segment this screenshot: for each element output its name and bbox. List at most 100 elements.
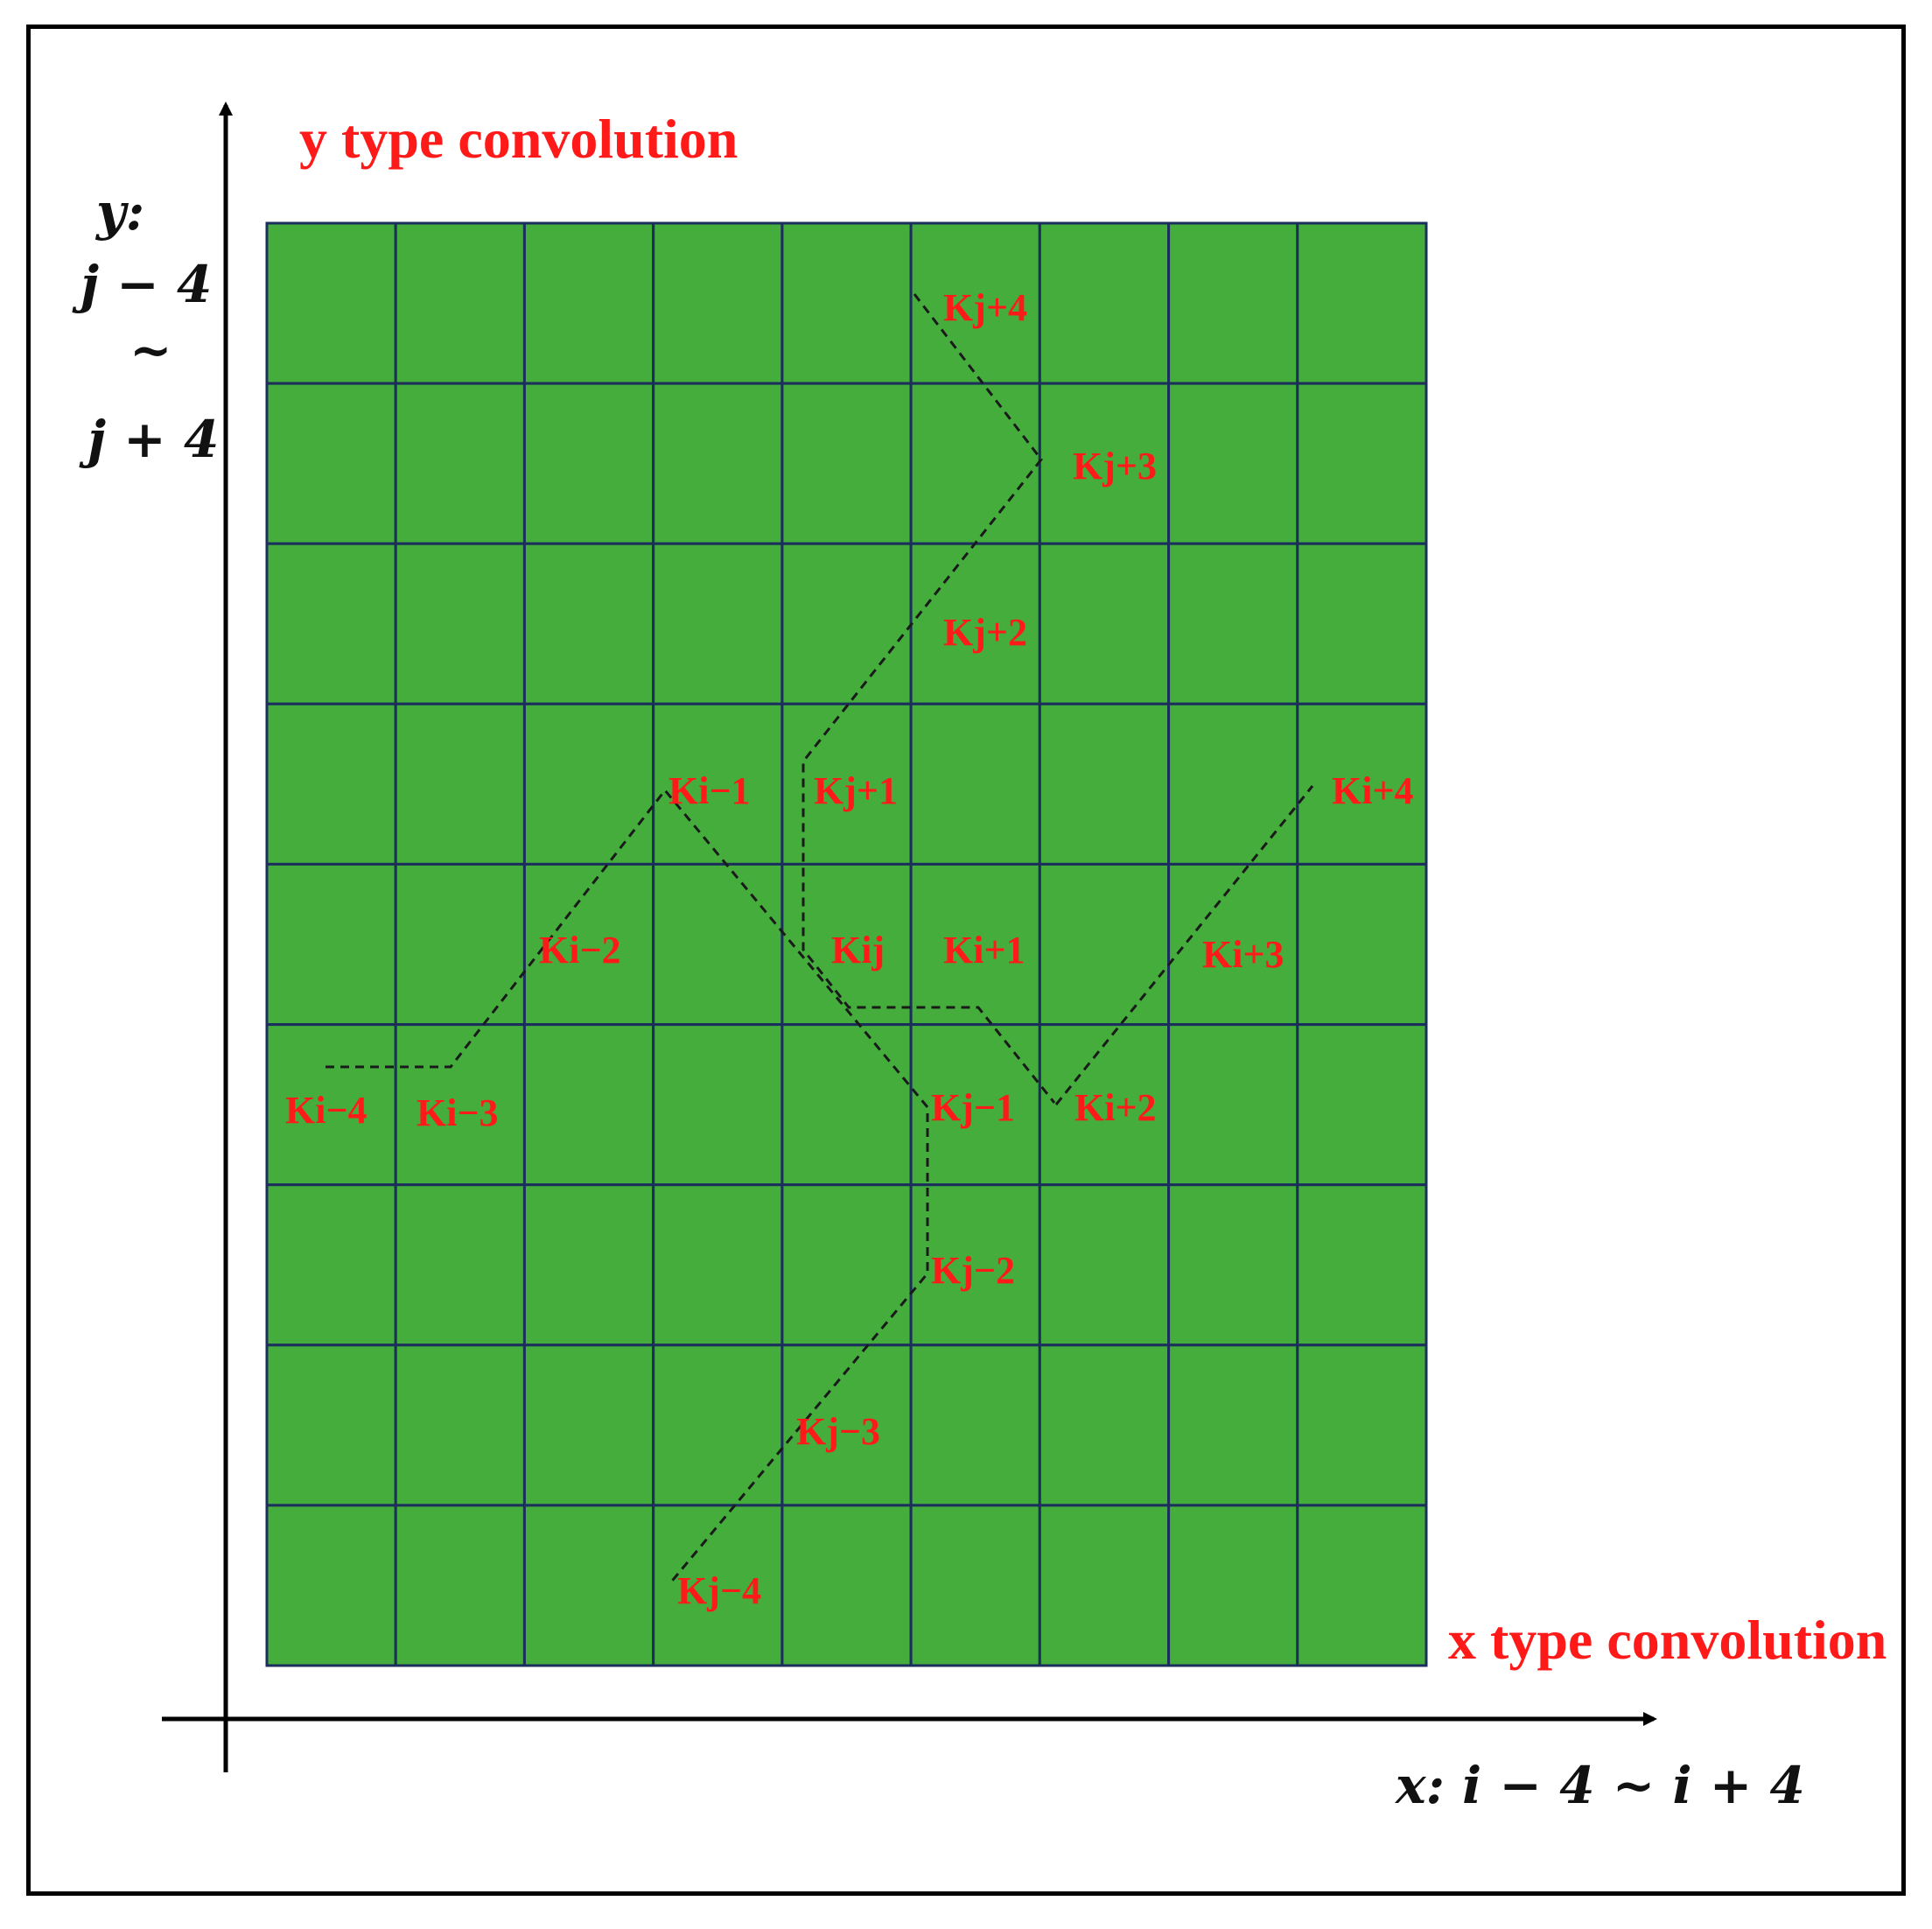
label-kj-minus-2: Kj−2 <box>931 1249 1015 1292</box>
grid-cell <box>909 702 1041 866</box>
grid-cell <box>652 221 784 385</box>
grid-cell <box>265 1504 397 1667</box>
grid-cell <box>1296 1504 1428 1667</box>
grid-cell <box>522 382 655 545</box>
grid-cell <box>522 1023 655 1187</box>
kernel-grid <box>265 221 1428 1667</box>
grid-cell <box>1038 542 1171 705</box>
grid-cell <box>522 1183 655 1347</box>
grid-cell <box>394 542 526 705</box>
dashed-paths <box>326 293 1314 1585</box>
label-ki-minus-1: Ki−1 <box>668 769 751 812</box>
grid-cell <box>1167 382 1299 545</box>
grid-cell <box>522 702 655 866</box>
label-ki-plus-1: Ki+1 <box>943 929 1026 972</box>
x-convolution-right-path <box>1054 785 1314 1105</box>
grid-cell <box>1296 382 1428 545</box>
x-axis-label: x: i − 4 ~ i + 4 <box>1394 1756 1805 1815</box>
label-ki-minus-3: Ki−3 <box>416 1091 499 1134</box>
grid-cell <box>1167 702 1299 866</box>
grid-cell <box>1167 1343 1299 1507</box>
label-ki-plus-2: Ki+2 <box>1074 1086 1157 1129</box>
grid-cell <box>394 862 526 1027</box>
grid-cell <box>1296 221 1428 385</box>
grid-cell <box>394 1504 526 1667</box>
grid-cell <box>1167 862 1299 1027</box>
label-kj-minus-3: Kj−3 <box>796 1410 880 1453</box>
grid-cell <box>265 221 397 385</box>
grid-cell <box>394 221 526 385</box>
label-kj-plus-1: Kj+1 <box>814 769 898 812</box>
grid-cell <box>522 862 655 1027</box>
grid-cell <box>394 382 526 545</box>
y-axis-label-line1: y: <box>94 182 144 242</box>
grid-cell <box>1296 702 1428 866</box>
grid-cell <box>652 542 784 705</box>
grid-cell <box>265 542 397 705</box>
label-ki-minus-4: Ki−4 <box>285 1089 368 1132</box>
grid-cell <box>1038 1183 1171 1347</box>
y-convolution-title: y type convolution <box>299 108 738 170</box>
grid-cell <box>1167 1504 1299 1667</box>
grid-cell <box>652 702 784 866</box>
y-axis-label-line4: j + 4 <box>79 410 219 469</box>
grid-cell <box>652 1343 784 1507</box>
grid-cell <box>652 862 784 1027</box>
grid-cell <box>265 382 397 545</box>
grid-cell <box>1167 221 1299 385</box>
label-kj-plus-3: Kj+3 <box>1073 445 1157 488</box>
grid-cell <box>1296 862 1428 1027</box>
label-kj-plus-4: Kj+4 <box>943 286 1027 329</box>
grid-cell <box>394 702 526 866</box>
grid-cell <box>909 1343 1041 1507</box>
grid-cell <box>1038 382 1171 545</box>
grid-cell <box>780 1023 913 1187</box>
grid-cell <box>1038 1343 1171 1507</box>
grid-cell <box>909 382 1041 545</box>
label-ki-plus-4: Ki+4 <box>1332 769 1414 812</box>
figure-frame <box>26 25 1906 1896</box>
label-kj-minus-1: Kj−1 <box>931 1086 1015 1129</box>
grid-cell <box>1038 221 1171 385</box>
y-axis-label-line2: j − 4 <box>72 255 212 314</box>
grid-cell <box>394 1343 526 1507</box>
grid-cell <box>1038 862 1171 1027</box>
grid-cell <box>652 382 784 545</box>
x-convolution-title: x type convolution <box>1448 1609 1886 1671</box>
grid-cell <box>265 862 397 1027</box>
label-kij: Kij <box>831 929 885 972</box>
grid-cell <box>780 221 913 385</box>
grid-cell <box>909 862 1041 1027</box>
grid-cell <box>1038 702 1171 866</box>
grid-cell <box>909 1504 1041 1667</box>
grid-cell <box>265 702 397 866</box>
grid-cell <box>780 1183 913 1347</box>
grid-cell <box>1038 1504 1171 1667</box>
grid-cell <box>522 542 655 705</box>
label-ki-plus-3: Ki+3 <box>1202 933 1284 976</box>
grid-cell <box>265 1343 397 1507</box>
grid-cell <box>1296 1183 1428 1347</box>
grid-cell <box>909 1183 1041 1347</box>
grid-cell <box>909 1023 1041 1187</box>
grid-cell <box>909 221 1041 385</box>
grid-cell <box>780 1504 913 1667</box>
grid-cell <box>1167 1183 1299 1347</box>
grid-cell <box>522 1504 655 1667</box>
label-kj-minus-4: Kj−4 <box>677 1569 761 1612</box>
grid-cell <box>1167 1023 1299 1187</box>
grid-cell <box>522 221 655 385</box>
grid-cell <box>522 1343 655 1507</box>
label-ki-minus-2: Ki−2 <box>539 929 621 972</box>
x-convolution-path <box>326 788 929 1585</box>
label-kj-plus-2: Kj+2 <box>943 611 1027 654</box>
grid-cell <box>1296 542 1428 705</box>
grid-cell <box>780 382 913 545</box>
grid-cell <box>1296 1023 1428 1187</box>
grid-cell <box>652 1023 784 1187</box>
y-convolution-path <box>802 293 1056 1104</box>
grid-cell <box>780 542 913 705</box>
grid-cell <box>652 1504 784 1667</box>
grid-cell <box>265 1183 397 1347</box>
grid-cell <box>1167 542 1299 705</box>
